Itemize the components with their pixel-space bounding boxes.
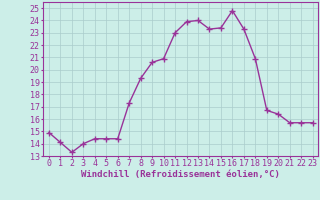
- X-axis label: Windchill (Refroidissement éolien,°C): Windchill (Refroidissement éolien,°C): [81, 170, 280, 179]
